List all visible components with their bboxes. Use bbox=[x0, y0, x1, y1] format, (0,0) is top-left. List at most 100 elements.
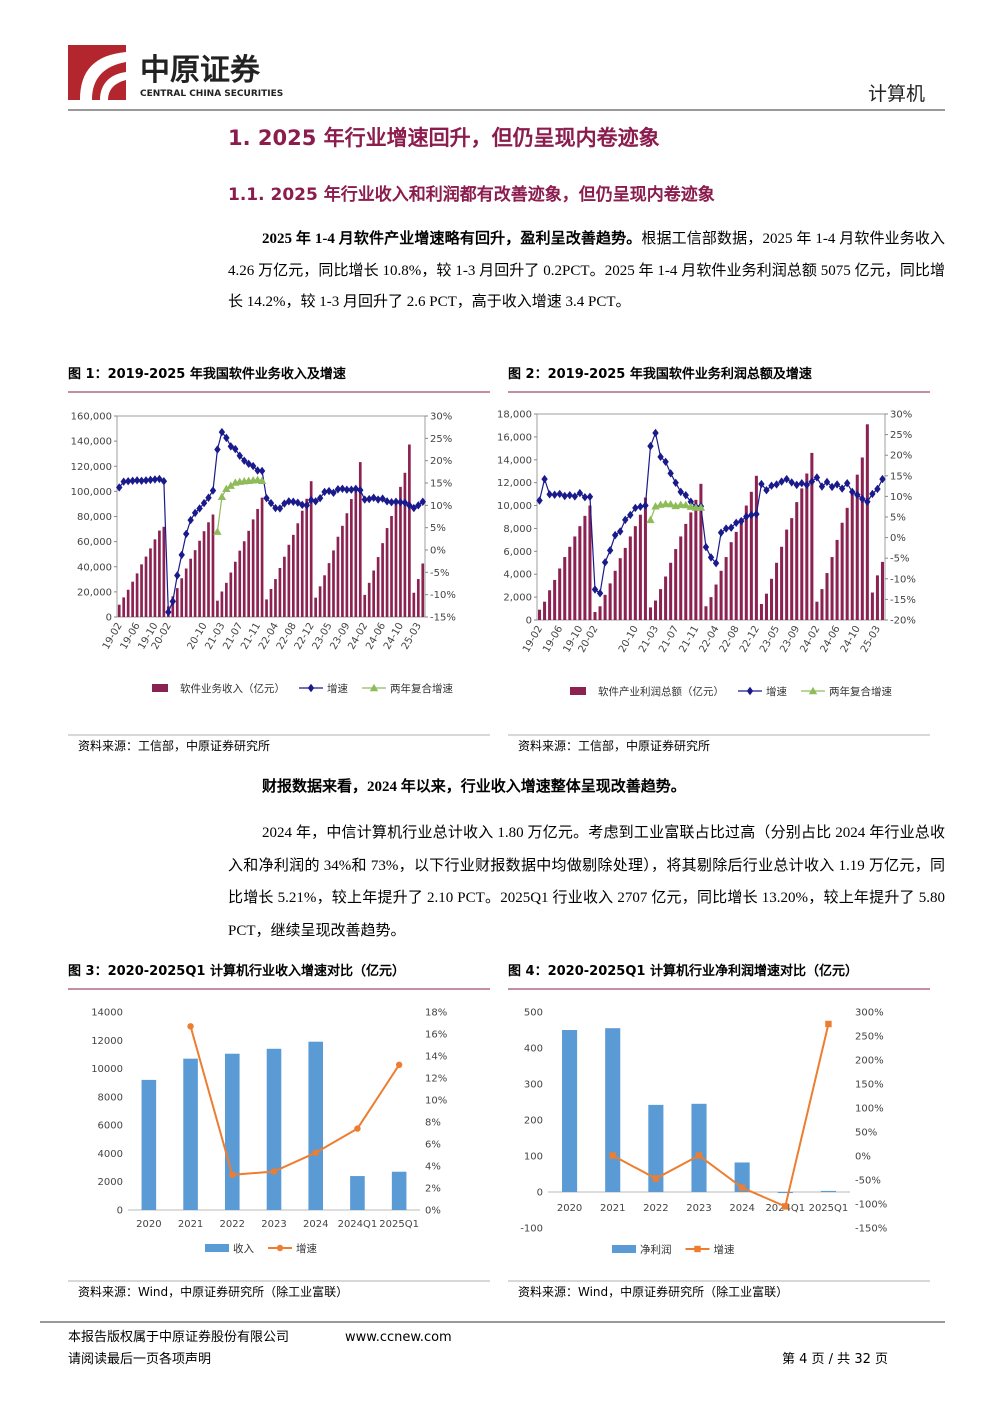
y-tick-label: 18,000 bbox=[497, 410, 532, 421]
bar bbox=[608, 583, 612, 620]
line-point bbox=[541, 474, 548, 484]
line-point bbox=[392, 497, 400, 506]
line-point bbox=[415, 501, 422, 510]
y2-tick-label: -20% bbox=[890, 616, 916, 627]
logo-cn: 中原证券 bbox=[140, 53, 261, 88]
logo-en: CENTRAL CHINA SECURITIES bbox=[140, 89, 283, 99]
y-tick-label: 400 bbox=[524, 1044, 543, 1055]
x-tick-label: 2021 bbox=[600, 1203, 625, 1214]
line-point bbox=[321, 487, 328, 497]
bar bbox=[180, 578, 184, 617]
line-point bbox=[632, 503, 639, 513]
y2-tick-label: 15% bbox=[430, 479, 452, 490]
y-tick-label: 0 bbox=[117, 1206, 123, 1217]
y-tick-label: 2000 bbox=[98, 1177, 123, 1188]
x-tick-label: 2023 bbox=[261, 1219, 286, 1230]
bar bbox=[593, 611, 597, 620]
bar bbox=[880, 561, 884, 620]
bar bbox=[314, 597, 317, 617]
y-tick-label: 0 bbox=[537, 1188, 543, 1199]
line-point bbox=[236, 451, 243, 460]
bar bbox=[669, 562, 673, 620]
bar bbox=[394, 502, 398, 617]
bar bbox=[287, 544, 291, 617]
bar bbox=[354, 486, 358, 617]
y-tick-label: 4000 bbox=[98, 1149, 123, 1160]
y2-tick-label: 30% bbox=[890, 410, 912, 421]
bar bbox=[691, 1103, 707, 1192]
bar bbox=[224, 1053, 240, 1210]
bar bbox=[220, 591, 224, 617]
lead: 财报数据来看，2024 年以来，行业收入增速整体呈现改善趋势。 bbox=[262, 779, 686, 795]
line-point bbox=[798, 479, 805, 488]
legend-label: 两年复合增速 bbox=[829, 685, 892, 698]
y2-tick-label: 0% bbox=[425, 1206, 441, 1217]
bar bbox=[805, 473, 809, 620]
bar bbox=[421, 563, 425, 617]
line-point bbox=[833, 480, 841, 489]
bar bbox=[416, 579, 420, 617]
line-point bbox=[129, 476, 136, 485]
bar bbox=[247, 530, 251, 617]
y2-tick-label: 10% bbox=[890, 492, 912, 503]
y2-tick-label: -15% bbox=[430, 613, 456, 624]
line-point bbox=[667, 469, 674, 478]
bar bbox=[648, 1104, 664, 1192]
x-tick-label: 2022 bbox=[643, 1203, 668, 1214]
line-point bbox=[825, 1020, 832, 1028]
line-point bbox=[707, 553, 715, 562]
bar bbox=[628, 536, 632, 620]
bar bbox=[242, 541, 246, 617]
line-point bbox=[401, 498, 409, 507]
line-point bbox=[611, 530, 619, 540]
bar bbox=[865, 424, 869, 620]
line-point bbox=[348, 485, 355, 494]
line-point bbox=[676, 500, 685, 508]
line-point bbox=[254, 466, 261, 475]
bar bbox=[638, 514, 642, 620]
bar bbox=[770, 578, 774, 620]
line-point bbox=[622, 515, 629, 525]
x-tick-label: 2024 bbox=[303, 1219, 328, 1230]
y2-tick-label: 2% bbox=[425, 1184, 441, 1195]
bar bbox=[764, 593, 768, 620]
y-tick-label: 8000 bbox=[98, 1092, 123, 1103]
figure-title: 图 1：2019-2025 年我国软件业务收入及增速 bbox=[68, 366, 346, 382]
bar bbox=[184, 568, 188, 617]
bar bbox=[225, 582, 228, 617]
bar bbox=[795, 502, 799, 620]
line-point bbox=[695, 1152, 703, 1159]
logo-curve bbox=[80, 52, 126, 100]
legend-label: 软件产业利润总额（亿元） bbox=[598, 685, 724, 698]
bar bbox=[719, 570, 723, 620]
y2-tick-label: 5% bbox=[890, 513, 906, 524]
legend-marker bbox=[369, 683, 379, 692]
legend-label: 两年复合增速 bbox=[390, 682, 453, 695]
line-point bbox=[419, 497, 426, 506]
line-point bbox=[187, 1023, 194, 1030]
x-tick-label: 2021 bbox=[178, 1219, 203, 1230]
line-point bbox=[383, 497, 391, 506]
line-point bbox=[717, 528, 725, 537]
bar bbox=[605, 1028, 621, 1192]
line-point bbox=[285, 497, 293, 506]
x-tick-label: 2025Q1 bbox=[379, 1219, 419, 1230]
y2-tick-label: 150% bbox=[855, 1080, 884, 1091]
line-point bbox=[843, 479, 851, 488]
legend-marker bbox=[307, 683, 315, 693]
line-point bbox=[783, 474, 790, 484]
line-point bbox=[657, 452, 664, 462]
line-point bbox=[357, 485, 364, 495]
bar bbox=[633, 526, 637, 620]
y-tick-label: 300 bbox=[524, 1080, 543, 1091]
line-point bbox=[223, 433, 230, 443]
line-point bbox=[147, 475, 154, 485]
y2-tick-label: 10% bbox=[425, 1096, 447, 1107]
x-tick-label: 2020 bbox=[557, 1203, 582, 1214]
bar bbox=[274, 579, 277, 617]
bar bbox=[358, 462, 362, 617]
y-tick-label: 10000 bbox=[91, 1064, 123, 1075]
bar bbox=[562, 1030, 578, 1192]
bar bbox=[216, 600, 219, 617]
